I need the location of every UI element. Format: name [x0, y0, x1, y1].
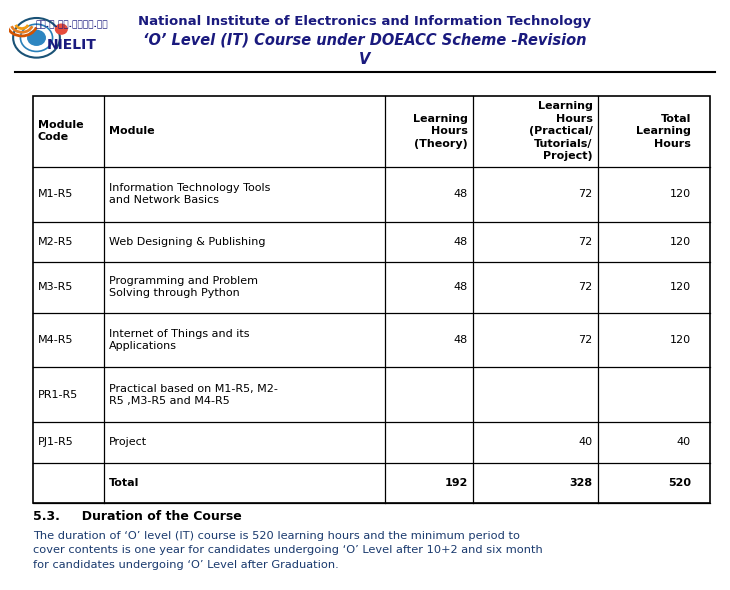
Text: Learning
Hours
(Practical/
Tutorials/
Project): Learning Hours (Practical/ Tutorials/ Pr… [529, 101, 593, 161]
Text: PJ1-R5: PJ1-R5 [38, 437, 74, 447]
Text: M3-R5: M3-R5 [38, 282, 73, 292]
Text: 192: 192 [445, 478, 468, 487]
Text: V: V [359, 52, 371, 67]
Text: Total
Learning
Hours: Total Learning Hours [636, 114, 691, 149]
Text: 328: 328 [569, 478, 593, 487]
Text: 48: 48 [453, 237, 468, 247]
Text: Practical based on M1-R5, M2-
R5 ,M3-R5 and M4-R5: Practical based on M1-R5, M2- R5 ,M3-R5 … [109, 384, 278, 406]
Circle shape [55, 24, 67, 34]
Text: M4-R5: M4-R5 [38, 335, 74, 345]
Text: 520: 520 [668, 478, 691, 487]
Text: ‘O’ Level (IT) Course under DOEACC Scheme -Revision: ‘O’ Level (IT) Course under DOEACC Schem… [143, 32, 587, 47]
Text: Learning
Hours
(Theory): Learning Hours (Theory) [412, 114, 468, 149]
Text: M2-R5: M2-R5 [38, 237, 74, 247]
Text: Module: Module [109, 126, 155, 136]
Text: 72: 72 [579, 282, 593, 292]
Text: Web Designing & Publishing: Web Designing & Publishing [109, 237, 266, 247]
Text: 72: 72 [579, 189, 593, 199]
Text: 120: 120 [670, 189, 691, 199]
Text: 40: 40 [579, 437, 593, 447]
Text: 120: 120 [670, 282, 691, 292]
Text: 72: 72 [579, 335, 593, 345]
Text: 120: 120 [670, 335, 691, 345]
Text: 48: 48 [453, 335, 468, 345]
Text: Internet of Things and its
Applications: Internet of Things and its Applications [109, 329, 250, 351]
Text: Programming and Problem
Solving through Python: Programming and Problem Solving through … [109, 276, 258, 299]
Text: 72: 72 [579, 237, 593, 247]
Text: 120: 120 [670, 237, 691, 247]
Text: 48: 48 [453, 189, 468, 199]
Text: 40: 40 [677, 437, 691, 447]
Text: M1-R5: M1-R5 [38, 189, 73, 199]
Text: रा.इ.सू.प्री.सं: रा.इ.सू.प्री.सं [35, 21, 108, 30]
Text: Information Technology Tools
and Network Basics: Information Technology Tools and Network… [109, 183, 270, 205]
Text: 48: 48 [453, 282, 468, 292]
Text: NIELIT: NIELIT [47, 38, 96, 53]
Text: Project: Project [109, 437, 147, 447]
Text: PR1-R5: PR1-R5 [38, 390, 78, 400]
Text: 5.3.     Duration of the Course: 5.3. Duration of the Course [33, 510, 242, 523]
Circle shape [28, 30, 45, 45]
Text: The duration of ‘O’ level (IT) course is 520 learning hours and the minimum peri: The duration of ‘O’ level (IT) course is… [33, 531, 542, 570]
Text: Module
Code: Module Code [38, 120, 84, 142]
Text: National Institute of Electronics and Information Technology: National Institute of Electronics and In… [139, 15, 591, 28]
Text: Total: Total [109, 478, 139, 487]
